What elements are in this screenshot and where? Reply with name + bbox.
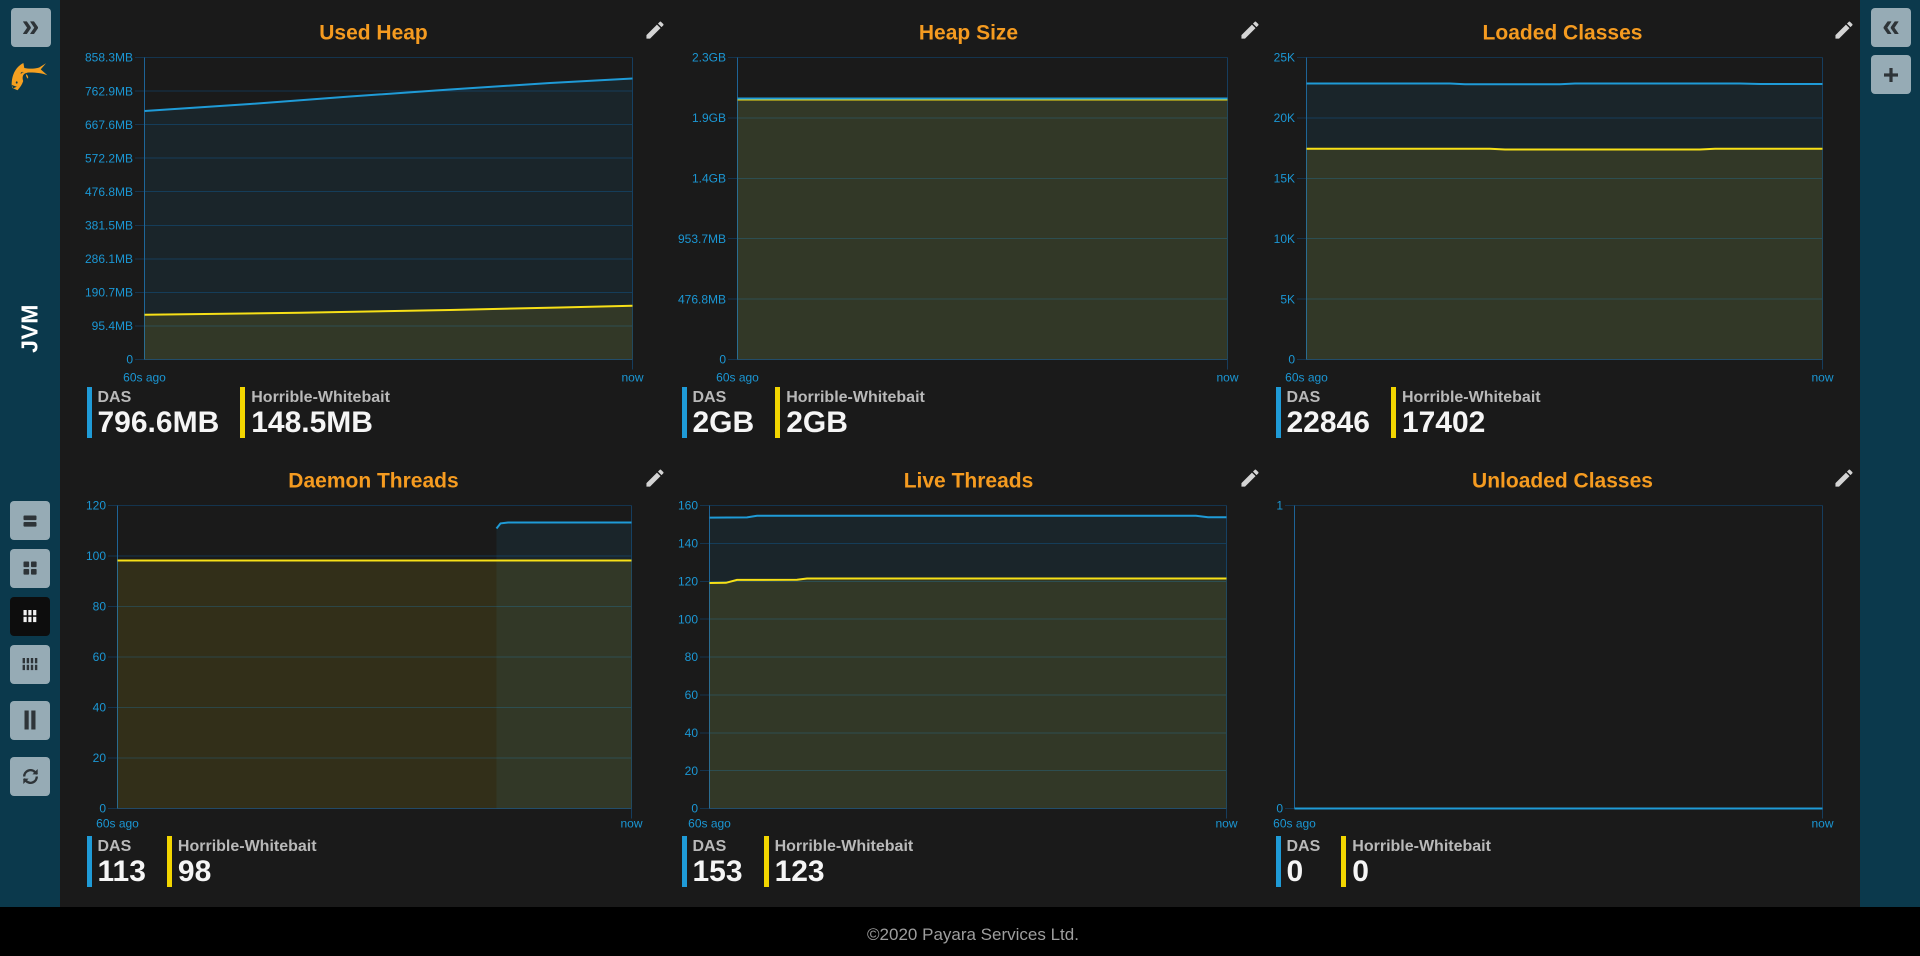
svg-text:572.2MB: 572.2MB [85,151,133,165]
svg-text:953.7MB: 953.7MB [678,232,726,246]
svg-text:40: 40 [93,701,107,715]
svg-text:now: now [1215,817,1237,831]
svg-text:5K: 5K [1280,292,1295,306]
svg-text:0: 0 [99,802,106,816]
svg-text:667.6MB: 667.6MB [85,118,133,132]
svg-text:60s ago: 60s ago [716,371,759,385]
svg-text:Unloaded Classes: Unloaded Classes [1472,470,1653,493]
svg-text:Daemon Threads: Daemon Threads [288,470,458,493]
svg-text:140: 140 [678,537,698,551]
svg-text:95.4MB: 95.4MB [92,319,133,333]
svg-text:60s ago: 60s ago [1273,817,1316,831]
svg-text:762.9MB: 762.9MB [85,84,133,98]
svg-text:60s ago: 60s ago [1285,371,1328,385]
svg-text:20: 20 [685,764,699,778]
svg-text:1.9GB: 1.9GB [692,111,726,125]
svg-text:286.1MB: 286.1MB [85,252,133,266]
svg-text:858.3MB: 858.3MB [85,51,133,65]
svg-text:20: 20 [93,751,107,765]
svg-text:60s ago: 60s ago [123,371,166,385]
svg-text:381.5MB: 381.5MB [85,218,133,232]
svg-text:100: 100 [678,612,698,626]
svg-text:0: 0 [719,353,726,367]
svg-text:25K: 25K [1274,51,1295,65]
svg-text:1: 1 [1276,499,1283,513]
svg-text:Live Threads: Live Threads [904,470,1034,493]
svg-text:60: 60 [685,688,699,702]
svg-text:0: 0 [1288,353,1295,367]
svg-text:0: 0 [126,353,133,367]
svg-text:now: now [1811,817,1833,831]
svg-text:2.3GB: 2.3GB [692,51,726,65]
svg-text:476.8MB: 476.8MB [678,292,726,306]
svg-text:now: now [1811,371,1833,385]
svg-text:Heap Size: Heap Size [919,22,1018,45]
svg-text:now: now [621,371,643,385]
svg-text:120: 120 [86,499,106,513]
svg-text:10K: 10K [1274,232,1295,246]
svg-text:1.4GB: 1.4GB [692,172,726,186]
svg-text:now: now [620,817,642,831]
svg-text:476.8MB: 476.8MB [85,185,133,199]
svg-text:Loaded Classes: Loaded Classes [1483,22,1643,45]
svg-text:190.7MB: 190.7MB [85,286,133,300]
svg-text:20K: 20K [1274,111,1295,125]
svg-text:60s ago: 60s ago [688,817,731,831]
svg-text:0: 0 [1276,802,1283,816]
svg-text:60: 60 [93,650,107,664]
svg-text:80: 80 [93,600,107,614]
svg-text:80: 80 [685,650,699,664]
svg-text:Used Heap: Used Heap [319,22,428,45]
svg-text:100: 100 [86,549,106,563]
svg-text:now: now [1216,371,1238,385]
svg-text:40: 40 [685,726,699,740]
svg-text:60s ago: 60s ago [96,817,139,831]
svg-text:160: 160 [678,499,698,513]
svg-text:0: 0 [691,802,698,816]
svg-text:15K: 15K [1274,172,1295,186]
svg-text:120: 120 [678,574,698,588]
